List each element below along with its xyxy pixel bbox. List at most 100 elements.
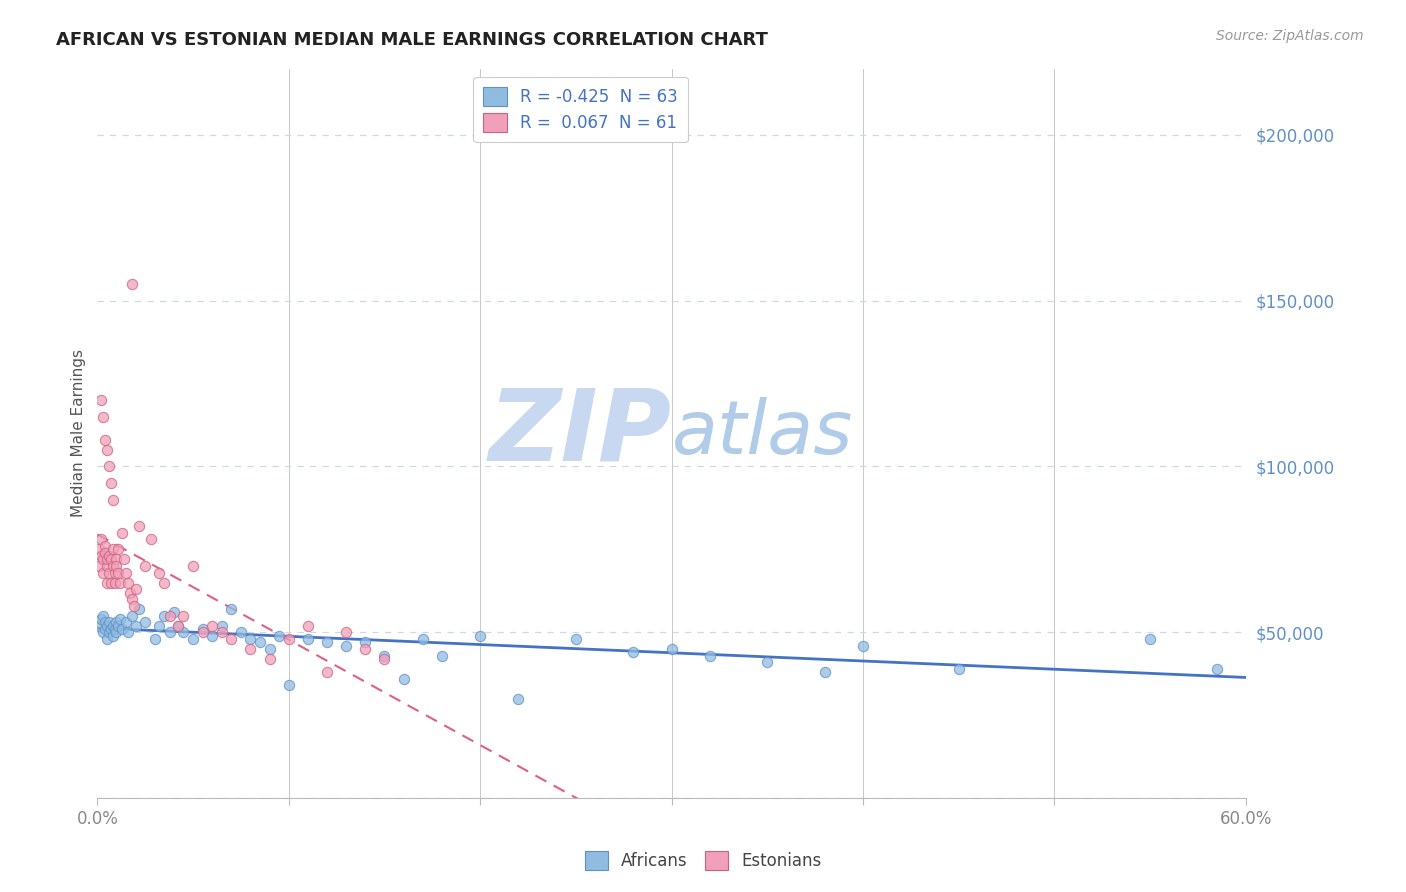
Point [373, 652, 395, 666]
Point [277, 632, 299, 646]
Point [565, 632, 588, 646]
Point [96, 632, 118, 646]
Point [181, 632, 204, 646]
Point [94, 615, 117, 630]
Point [139, 533, 162, 547]
Point [97, 549, 120, 563]
Point [94, 539, 117, 553]
Point [148, 566, 170, 580]
Point [115, 566, 138, 580]
Point [143, 632, 166, 646]
Point [96, 575, 118, 590]
Point [96, 442, 118, 457]
Point [100, 622, 122, 636]
Point [201, 618, 224, 632]
Point [90, 393, 112, 408]
Text: ZIP: ZIP [489, 384, 672, 482]
Point [1139, 632, 1161, 646]
Point [107, 542, 129, 557]
Point [316, 635, 339, 649]
Point [621, 645, 644, 659]
Point [118, 585, 141, 599]
Text: AFRICAN VS ESTONIAN MEDIAN MALE EARNINGS CORRELATION CHART: AFRICAN VS ESTONIAN MEDIAN MALE EARNINGS… [56, 31, 768, 49]
Point [94, 622, 117, 636]
Point [101, 559, 124, 574]
Point [354, 635, 377, 649]
Point [111, 525, 134, 540]
Point [756, 655, 779, 669]
Point [354, 641, 377, 656]
Point [91, 566, 114, 580]
Point [173, 625, 195, 640]
Point [101, 629, 124, 643]
Point [148, 618, 170, 632]
Point [277, 678, 299, 692]
Point [470, 629, 492, 643]
Point [412, 632, 434, 646]
Point [91, 409, 114, 424]
Legend: R = -0.425  N = 63, R =  0.067  N = 61: R = -0.425 N = 63, R = 0.067 N = 61 [474, 77, 688, 142]
Point [94, 433, 117, 447]
Point [661, 641, 683, 656]
Point [124, 582, 146, 597]
Point [392, 672, 415, 686]
Point [94, 546, 117, 560]
Point [124, 618, 146, 632]
Point [508, 691, 530, 706]
Point [121, 592, 143, 607]
Point [91, 552, 114, 566]
Point [111, 622, 134, 636]
Point [91, 608, 114, 623]
Point [335, 625, 357, 640]
Point [89, 559, 111, 574]
Point [191, 625, 214, 640]
Point [107, 618, 129, 632]
Y-axis label: Median Male Earnings: Median Male Earnings [72, 350, 86, 517]
Point [90, 612, 112, 626]
Point [134, 615, 156, 630]
Legend: Africans, Estonians: Africans, Estonians [578, 844, 828, 877]
Point [89, 542, 111, 557]
Point [153, 608, 176, 623]
Point [201, 629, 224, 643]
Point [105, 615, 128, 630]
Point [163, 606, 186, 620]
Text: atlas: atlas [672, 397, 853, 469]
Point [105, 559, 128, 574]
Point [103, 575, 125, 590]
Point [122, 599, 145, 613]
Point [100, 552, 122, 566]
Point [91, 625, 114, 640]
Point [1206, 662, 1229, 676]
Point [89, 618, 111, 632]
Point [103, 622, 125, 636]
Point [153, 575, 176, 590]
Point [101, 492, 124, 507]
Point [110, 612, 132, 626]
Point [117, 625, 139, 640]
Point [134, 559, 156, 574]
Point [159, 608, 181, 623]
Point [96, 552, 118, 566]
Point [373, 648, 395, 663]
Point [97, 625, 120, 640]
Point [249, 635, 271, 649]
Point [221, 602, 243, 616]
Point [112, 552, 135, 566]
Point [100, 575, 122, 590]
Point [259, 652, 281, 666]
Point [97, 459, 120, 474]
Point [115, 615, 138, 630]
Point [121, 277, 143, 291]
Point [96, 618, 118, 632]
Point [97, 615, 120, 630]
Point [852, 639, 875, 653]
Point [101, 618, 124, 632]
Point [100, 476, 122, 491]
Point [110, 575, 132, 590]
Point [239, 632, 262, 646]
Point [121, 608, 143, 623]
Point [97, 566, 120, 580]
Point [105, 552, 128, 566]
Point [101, 542, 124, 557]
